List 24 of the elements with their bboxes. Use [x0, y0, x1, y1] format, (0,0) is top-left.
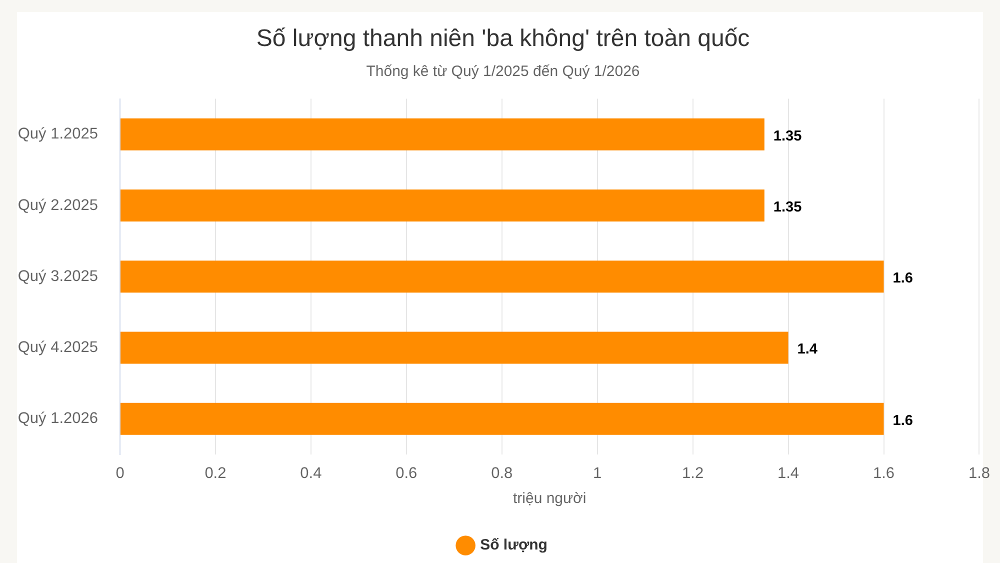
data-label: 1.6 [892, 270, 913, 287]
y-tick-label: Quý 1.2025 [18, 126, 98, 143]
y-tick-label: Quý 2.2025 [18, 196, 98, 214]
x-tick-label: 1.8 [968, 464, 990, 482]
x-axis-title: triệu người [512, 490, 586, 508]
legend-label: Số lượng [480, 536, 548, 554]
y-tick-label: Quý 1.2026 [18, 410, 98, 428]
data-label: 1.4 [797, 342, 818, 358]
x-tick-label: 0 [116, 464, 125, 482]
x-tick-label: 0.2 [204, 464, 226, 482]
chart-subtitle: Thống kê từ Quý 1/2025 đến Quý 1/2026 [366, 62, 640, 80]
x-tick-label: 1 [593, 464, 602, 482]
y-tick-label: Quý 3.2025 [18, 268, 98, 285]
data-label: 1.6 [892, 412, 913, 429]
x-tick-label: 1.4 [778, 464, 800, 482]
y-tick-label: Quý 4.2025 [18, 339, 98, 356]
x-tick-label: 1.2 [682, 464, 704, 482]
data-label: 1.35 [773, 199, 802, 216]
x-tick-label: 0.6 [396, 464, 418, 482]
chart-title: Số lượng thanh niên 'ba không' trên toàn quốc [256, 25, 750, 52]
x-tick-label: 0.8 [491, 464, 513, 482]
x-tick-label: 0.4 [300, 464, 322, 482]
data-label: 1.35 [773, 128, 802, 144]
x-tick-label: 1.6 [872, 464, 895, 482]
